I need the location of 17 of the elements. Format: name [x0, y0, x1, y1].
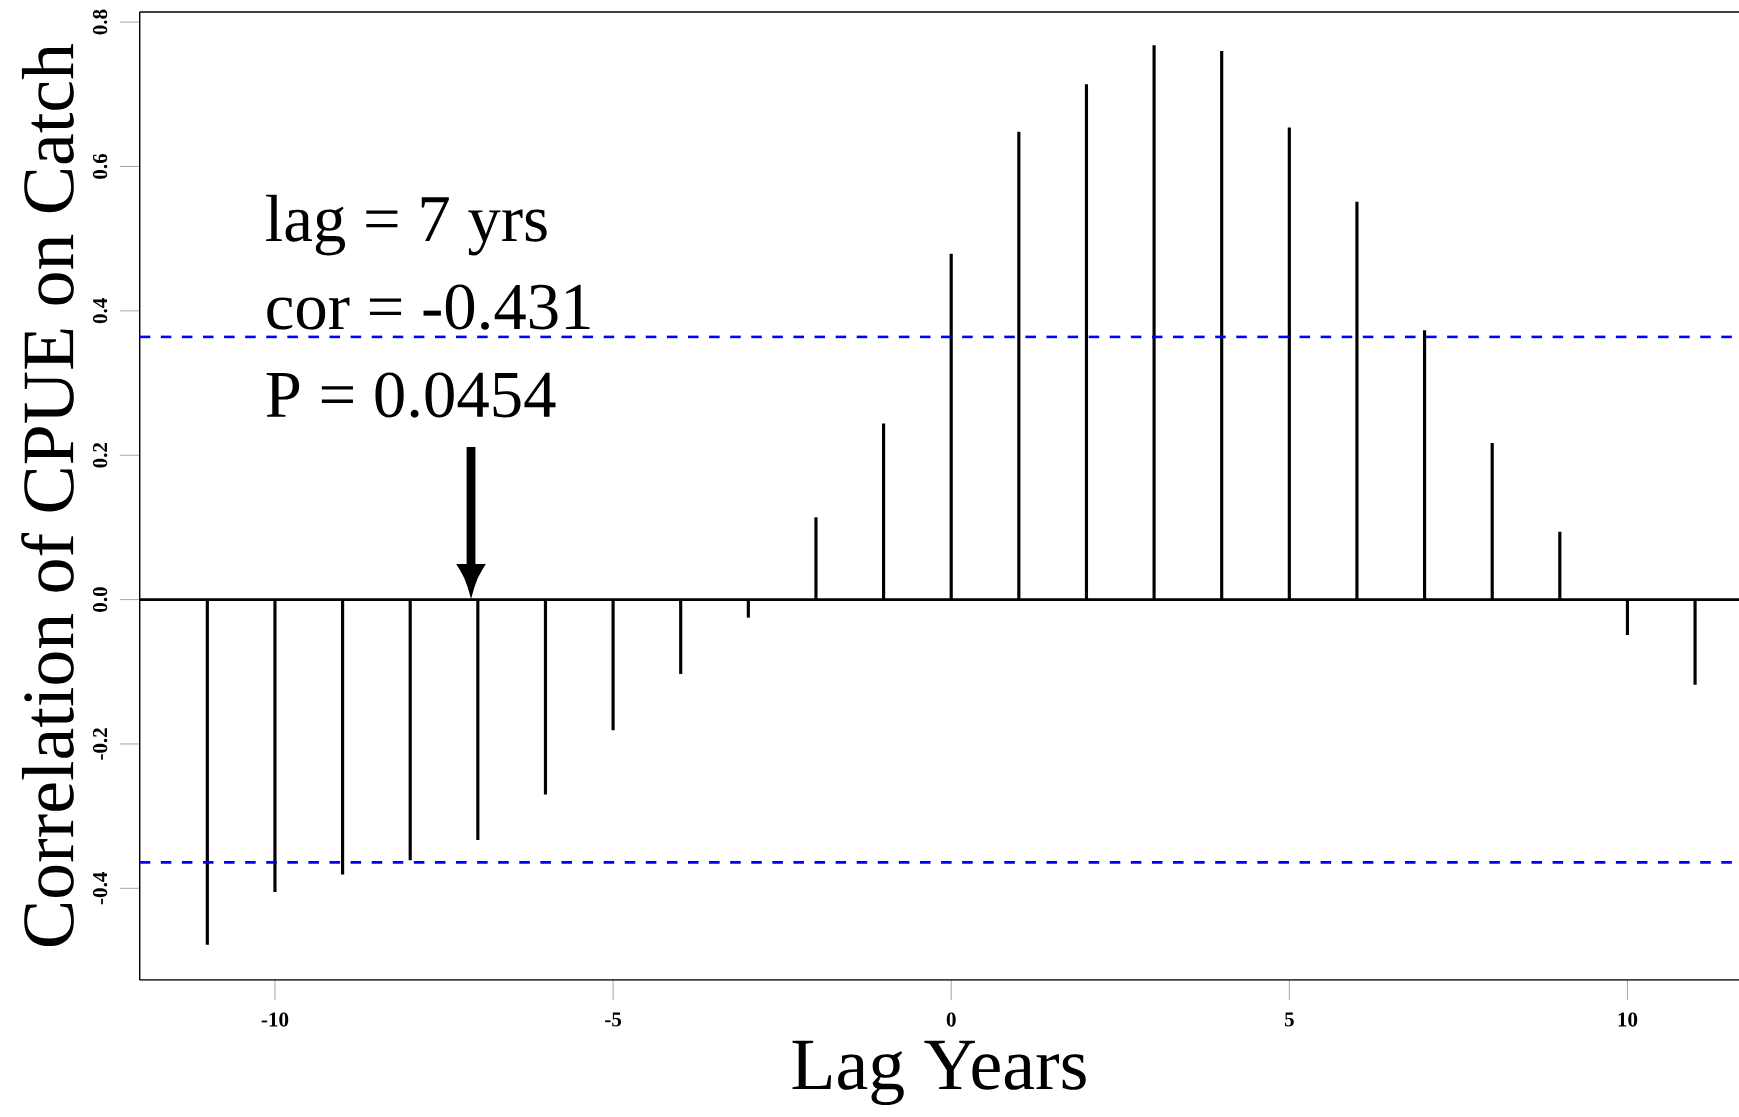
x-axis-title: Lag Years — [792, 1040, 1086, 1106]
annotation: cor = -0.431 — [267, 284, 590, 330]
y-tick-label: 0.6 — [92, 153, 108, 179]
annotation: lag = 7 yrs — [266, 194, 547, 256]
y-tick-label: 0.0 — [92, 587, 108, 612]
x-tick-label: 0 — [946, 1012, 956, 1027]
y-tick-label: 0.4 — [92, 298, 108, 324]
annotation: P = 0.0454 — [266, 372, 556, 418]
x-tick-label: 10 — [1618, 1012, 1638, 1027]
y-tick-label: -0.2 — [92, 728, 108, 760]
y-tick-label: 0.8 — [92, 9, 108, 35]
y-tick-label: 0.2 — [92, 442, 108, 468]
x-tick-label: 5 — [1284, 1012, 1294, 1027]
x-tick-label: -10 — [261, 1012, 289, 1027]
y-axis-title: Correlation of CPUE on Catch — [21, 43, 74, 946]
y-tick-label: -0.4 — [92, 872, 108, 905]
x-tick-label: -5 — [605, 1012, 622, 1027]
